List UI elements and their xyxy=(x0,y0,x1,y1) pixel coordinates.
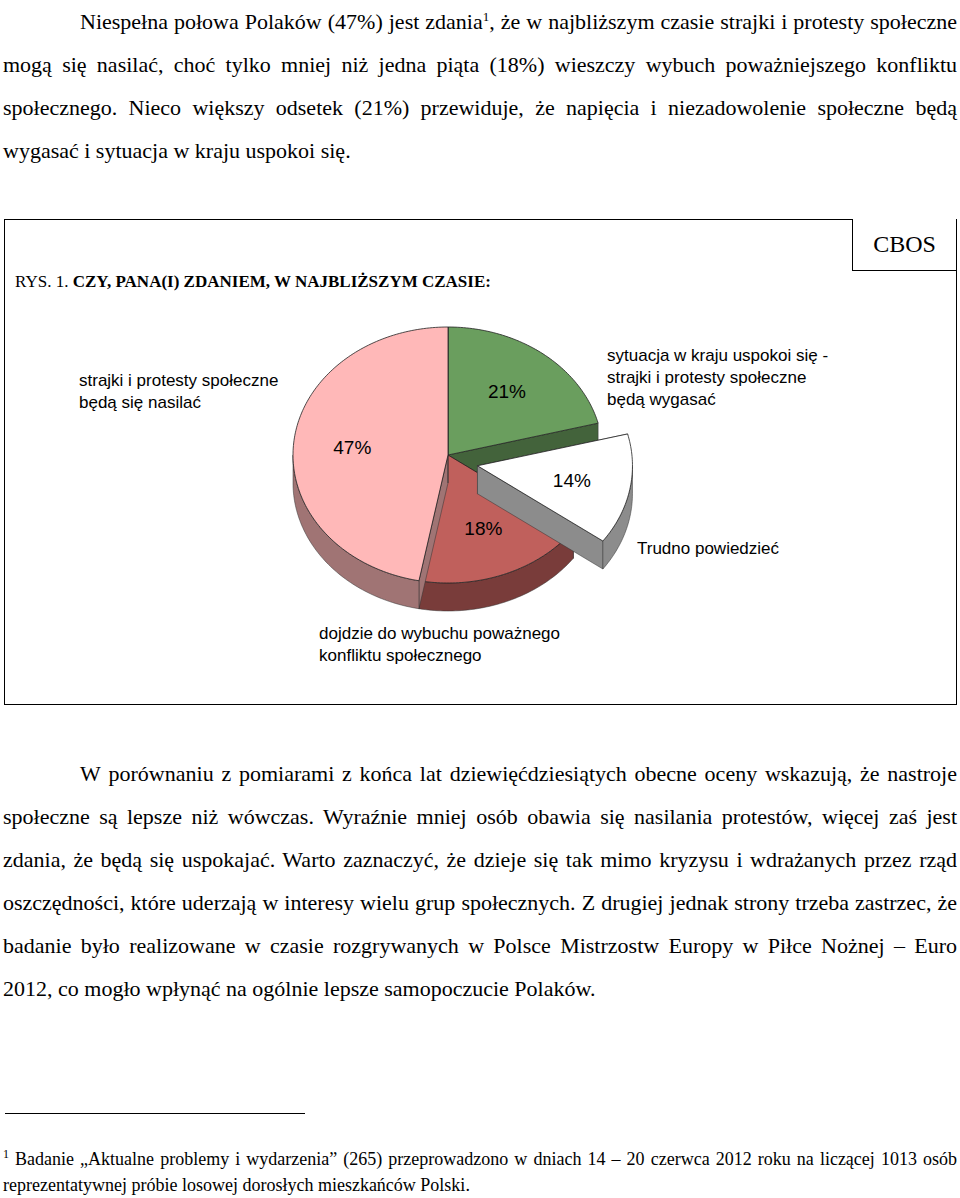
svg-text:21%: 21% xyxy=(488,381,526,402)
html-text:Niespełna połowa Polaków (47%): Niespełna połowa Polaków (47%) jest zdan… xyxy=(3,8,957,163)
svg-text:47%: 47% xyxy=(333,437,371,458)
html-text:dojdzie do wybuchu poważnego k: dojdzie do wybuchu poważnego konfliktu s… xyxy=(319,624,560,665)
svg-text:18%: 18% xyxy=(464,518,502,539)
html-text:1Badanie „Aktualne problemy i: 1Badanie „Aktualne problemy i wydarzenia… xyxy=(3,1147,957,1195)
html-text:CBOS: CBOS xyxy=(873,231,936,257)
html-text:RYS. 1. CZY, PANA(I) ZDANIEM,: RYS. 1. CZY, PANA(I) ZDANIEM, W NAJBLIŻS… xyxy=(15,272,491,291)
html-text:Trudno powiedzieć: Trudno powiedzieć xyxy=(637,539,780,558)
html-text:sytuacja w kraju uspokoi się -: sytuacja w kraju uspokoi się - strajki i… xyxy=(607,346,829,409)
html-text:strajki i protesty społeczne b: strajki i protesty społeczne będą się na… xyxy=(79,371,279,412)
html-text:W porównaniu z pomiarami z koń: W porównaniu z pomiarami z końca lat dzi… xyxy=(3,761,957,1001)
svg-text:14%: 14% xyxy=(553,470,591,491)
